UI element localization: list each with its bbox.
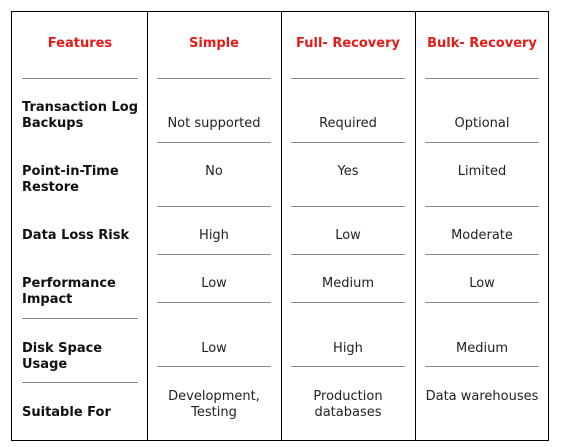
feature-label: Usage xyxy=(22,357,68,372)
row-divider xyxy=(425,142,539,143)
row-divider xyxy=(425,302,539,303)
header-simple: Simple xyxy=(189,36,239,51)
column-divider xyxy=(281,12,282,440)
cell-bulk: Data warehouses xyxy=(425,389,539,404)
feature-label: Restore xyxy=(22,180,79,195)
row-divider xyxy=(425,78,539,79)
feature-label: Point-in-Time xyxy=(22,164,119,179)
feature-label: Suitable For xyxy=(22,405,111,420)
cell-full: Low xyxy=(335,228,361,243)
row-divider xyxy=(157,254,271,255)
row-divider xyxy=(22,382,138,383)
cell-simple: Low xyxy=(201,341,227,356)
row-divider xyxy=(291,302,405,303)
cell-bulk: Medium xyxy=(456,341,508,356)
feature-label: Performance xyxy=(22,276,116,291)
cell-full: databases xyxy=(314,405,382,420)
row-divider xyxy=(291,78,405,79)
column-divider xyxy=(147,12,148,440)
header-bulk-recovery: Bulk- Recovery xyxy=(427,36,537,51)
feature-label: Backups xyxy=(22,116,84,131)
row-divider xyxy=(291,206,405,207)
cell-simple: No xyxy=(205,164,223,179)
column-divider xyxy=(415,12,416,440)
feature-label: Data Loss Risk xyxy=(22,228,130,243)
row-divider xyxy=(425,254,539,255)
row-divider xyxy=(22,318,138,319)
row-divider xyxy=(157,206,271,207)
cell-bulk: Optional xyxy=(454,116,510,131)
row-divider xyxy=(157,78,271,79)
cell-simple: Low xyxy=(201,276,227,291)
row-divider xyxy=(157,142,271,143)
row-divider xyxy=(291,142,405,143)
row-divider xyxy=(425,366,539,367)
cell-full: Medium xyxy=(322,276,374,291)
row-divider xyxy=(157,302,271,303)
feature-label: Transaction Log xyxy=(22,100,138,115)
cell-simple: Testing xyxy=(191,405,237,420)
header-full-recovery: Full- Recovery xyxy=(296,36,400,51)
header-features: Features xyxy=(47,36,113,51)
row-divider xyxy=(425,206,539,207)
row-divider xyxy=(157,366,271,367)
cell-simple: Not supported xyxy=(167,116,261,131)
cell-full: Required xyxy=(319,116,377,131)
cell-bulk: Low xyxy=(469,276,495,291)
cell-full: High xyxy=(333,341,363,356)
feature-label: Disk Space xyxy=(22,341,103,356)
cell-simple: High xyxy=(199,228,229,243)
row-divider xyxy=(291,366,405,367)
comparison-table: Features Simple Full- Recovery Bulk- Recove… xyxy=(11,11,549,441)
row-divider xyxy=(291,254,405,255)
row-divider xyxy=(22,78,138,79)
cell-bulk: Limited xyxy=(457,164,507,179)
feature-label: Impact xyxy=(22,292,73,307)
cell-bulk: Moderate xyxy=(451,228,513,243)
cell-simple: Development, xyxy=(168,389,260,404)
cell-full: Yes xyxy=(337,164,359,179)
cell-full: Production xyxy=(313,389,383,404)
